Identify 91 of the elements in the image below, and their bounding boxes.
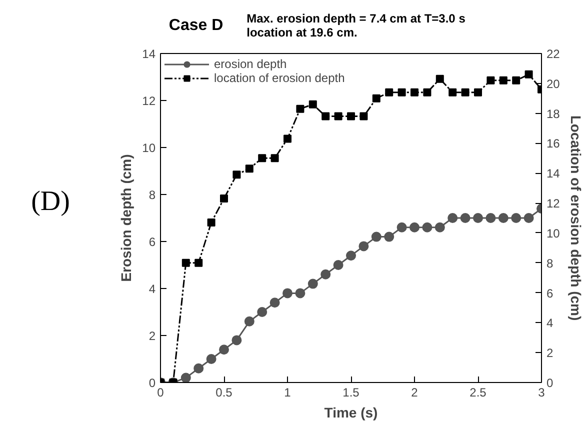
legend-label: location of erosion depth [214,71,345,85]
x-tick-label: 0.5 [216,386,233,400]
x-tick-label: 3 [538,386,546,400]
point [322,112,330,120]
point [460,213,470,223]
point [448,213,458,223]
point [384,232,394,242]
point [270,154,279,162]
point [358,241,369,252]
x-tick-label: 2 [411,386,418,400]
point [410,88,418,96]
point [220,194,228,203]
y-axis-title: Erosion depth (cm) [118,154,134,282]
point [206,354,216,364]
point [257,307,268,317]
y2-tick-label: 12 [546,196,560,211]
point [423,88,432,96]
point [347,112,355,120]
y2-tick-label: 8 [546,256,554,270]
chart-title: Case D [168,16,224,34]
y-tick-label: 6 [148,235,156,249]
point [461,88,470,96]
y2-tick-label: 18 [546,106,560,121]
point [296,104,304,113]
point [436,74,444,83]
y-tick-label: 2 [148,329,156,343]
y-tick-label: 12 [142,94,156,108]
point [499,76,508,84]
point [232,170,241,179]
point [182,258,190,267]
point [194,258,203,267]
point [232,335,242,346]
point [360,112,368,120]
x-tick-label: 1 [284,386,292,400]
point [410,222,420,232]
point [308,100,317,108]
point [333,260,344,270]
x-tick-label: 2.5 [470,386,487,400]
point [434,222,445,232]
point [282,288,292,298]
text: (D) [31,186,70,218]
point [284,134,292,143]
point [180,372,191,382]
x-axis-title: Time (s) [324,404,378,420]
point [396,222,407,232]
point [385,88,394,96]
y2-axis-title: Location of erosion depth (cm) [568,115,584,321]
y2-tick-label: 0 [546,376,554,390]
point [219,344,229,355]
point [346,250,356,261]
point [372,94,380,102]
point [270,298,280,308]
x-tick-label: 0 [157,386,164,400]
y2-tick-label: 16 [546,136,560,151]
y-tick-label: 14 [142,47,156,61]
point [498,213,508,223]
point [486,76,495,84]
point [524,213,534,223]
point [295,288,306,298]
y2-tick-label: 6 [546,286,554,300]
y-tick-label: 0 [148,376,156,390]
point [398,88,406,96]
point [422,222,432,232]
point [512,76,520,84]
point [474,88,482,96]
point [308,278,318,289]
y2-tick-label: 22 [546,47,560,61]
point [194,363,204,374]
point [473,213,483,223]
point [258,154,266,162]
y2-tick-label: 10 [546,226,560,240]
point [524,70,533,78]
y-tick-label: 4 [148,282,156,296]
point [334,112,342,120]
y2-tick-label: 20 [546,76,560,91]
point [320,269,331,280]
legend-label: erosion depth [214,57,287,71]
point [448,88,457,96]
point [511,213,522,223]
point [245,164,254,173]
chart-subtitle: Max. erosion depth = 7.4 cm at T=3.0 s location at 19.6 cm. [246,11,466,40]
point [244,316,254,326]
y2-tick-label: 14 [546,166,560,181]
y-tick-label: 10 [142,141,156,155]
y2-tick-label: 2 [546,346,554,360]
point [207,218,216,226]
y2-tick-label: 4 [546,316,554,330]
y-tick-label: 8 [148,188,156,202]
point [371,232,382,242]
x-tick-label: 1.5 [342,386,360,400]
point [486,213,496,223]
